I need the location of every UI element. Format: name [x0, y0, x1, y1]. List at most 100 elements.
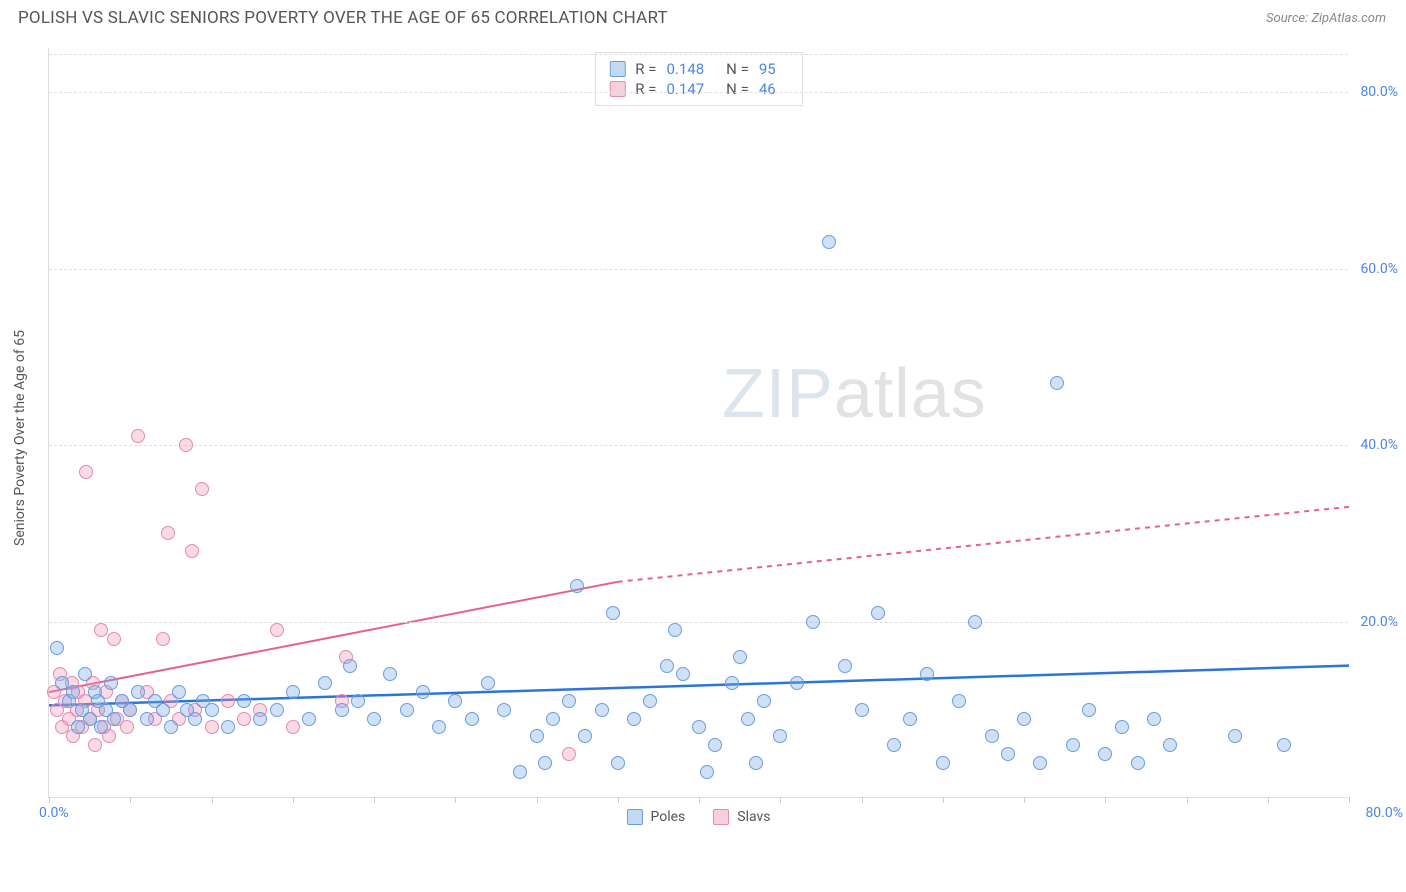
x-tick [1105, 797, 1106, 803]
data-point [1066, 738, 1080, 752]
legend-label-slavs: Slavs [737, 809, 770, 825]
legend-label-poles: Poles [650, 809, 685, 825]
data-point [871, 606, 885, 620]
data-point [335, 703, 349, 717]
data-point [952, 694, 966, 708]
x-tick [293, 797, 294, 803]
chart-area: Seniors Poverty Over the Age of 65 ZIPat… [48, 48, 1388, 828]
data-point [286, 720, 300, 734]
y-axis-label: Seniors Poverty Over the Age of 65 [12, 330, 28, 546]
data-point [790, 676, 804, 690]
data-point [1033, 756, 1047, 770]
data-point [156, 703, 170, 717]
y-tick-label: 80.0% [1360, 84, 1398, 100]
watermark: ZIPatlas [722, 353, 987, 433]
y-tick-label: 20.0% [1360, 614, 1398, 630]
x-tick [1024, 797, 1025, 803]
data-point [855, 703, 869, 717]
data-point [120, 720, 134, 734]
data-point [221, 720, 235, 734]
data-point [237, 694, 251, 708]
data-point [562, 694, 576, 708]
data-point [66, 685, 80, 699]
data-point [611, 756, 625, 770]
x-tick [1187, 797, 1188, 803]
data-point [749, 756, 763, 770]
plot-region: ZIPatlas R = 0.148 N = 95 R = 0.147 N = … [48, 48, 1348, 798]
data-point [367, 712, 381, 726]
data-point [237, 712, 251, 726]
gridline [49, 269, 1348, 270]
data-point [107, 712, 121, 726]
bottom-legend: Poles Slavs [626, 809, 770, 825]
data-point [538, 756, 552, 770]
data-point [481, 676, 495, 690]
data-point [164, 720, 178, 734]
data-point [302, 712, 316, 726]
x-tick [618, 797, 619, 803]
data-point [643, 694, 657, 708]
swatch-pink [609, 81, 625, 97]
data-point [570, 579, 584, 593]
data-point [221, 694, 235, 708]
data-point [1131, 756, 1145, 770]
data-point [562, 747, 576, 761]
data-point [757, 694, 771, 708]
data-point [920, 667, 934, 681]
data-point [416, 685, 430, 699]
data-point [1098, 747, 1112, 761]
data-point [903, 712, 917, 726]
data-point [578, 729, 592, 743]
data-point [465, 712, 479, 726]
data-point [161, 526, 175, 540]
data-point [546, 712, 560, 726]
data-point [107, 632, 121, 646]
correlation-stats-box: R = 0.148 N = 95 R = 0.147 N = 46 [594, 52, 802, 106]
data-point [253, 712, 267, 726]
data-point [733, 650, 747, 664]
data-point [195, 482, 209, 496]
data-point [140, 712, 154, 726]
chart-title: POLISH VS SLAVIC SENIORS POVERTY OVER TH… [18, 8, 668, 28]
data-point [88, 738, 102, 752]
data-point [270, 703, 284, 717]
data-point [432, 720, 446, 734]
x-tick [862, 797, 863, 803]
data-point [205, 703, 219, 717]
data-point [172, 685, 186, 699]
x-axis-max-label: 80.0% [1365, 805, 1403, 821]
data-point [725, 676, 739, 690]
x-tick [130, 797, 131, 803]
x-tick [943, 797, 944, 803]
x-axis-min-label: 0.0% [39, 805, 69, 821]
x-tick [780, 797, 781, 803]
data-point [968, 615, 982, 629]
data-point [676, 667, 690, 681]
trend-lines [49, 48, 1349, 798]
data-point [131, 429, 145, 443]
data-point [78, 667, 92, 681]
data-point [708, 738, 722, 752]
x-tick [537, 797, 538, 803]
data-point [79, 465, 93, 479]
data-point [936, 756, 950, 770]
data-point [1082, 703, 1096, 717]
stats-row-slavs: R = 0.147 N = 46 [609, 79, 787, 99]
chart-header: POLISH VS SLAVIC SENIORS POVERTY OVER TH… [0, 0, 1406, 32]
x-tick [49, 797, 50, 803]
data-point [351, 694, 365, 708]
data-point [606, 606, 620, 620]
x-tick [455, 797, 456, 803]
gridline [49, 92, 1348, 93]
legend-item-slavs: Slavs [713, 809, 770, 825]
data-point [286, 685, 300, 699]
data-point [205, 720, 219, 734]
data-point [1147, 712, 1161, 726]
data-point [692, 720, 706, 734]
data-point [1050, 376, 1064, 390]
swatch-blue [609, 61, 625, 77]
swatch-pink-icon [713, 809, 729, 825]
data-point [1001, 747, 1015, 761]
data-point [94, 623, 108, 637]
swatch-blue-icon [626, 809, 642, 825]
